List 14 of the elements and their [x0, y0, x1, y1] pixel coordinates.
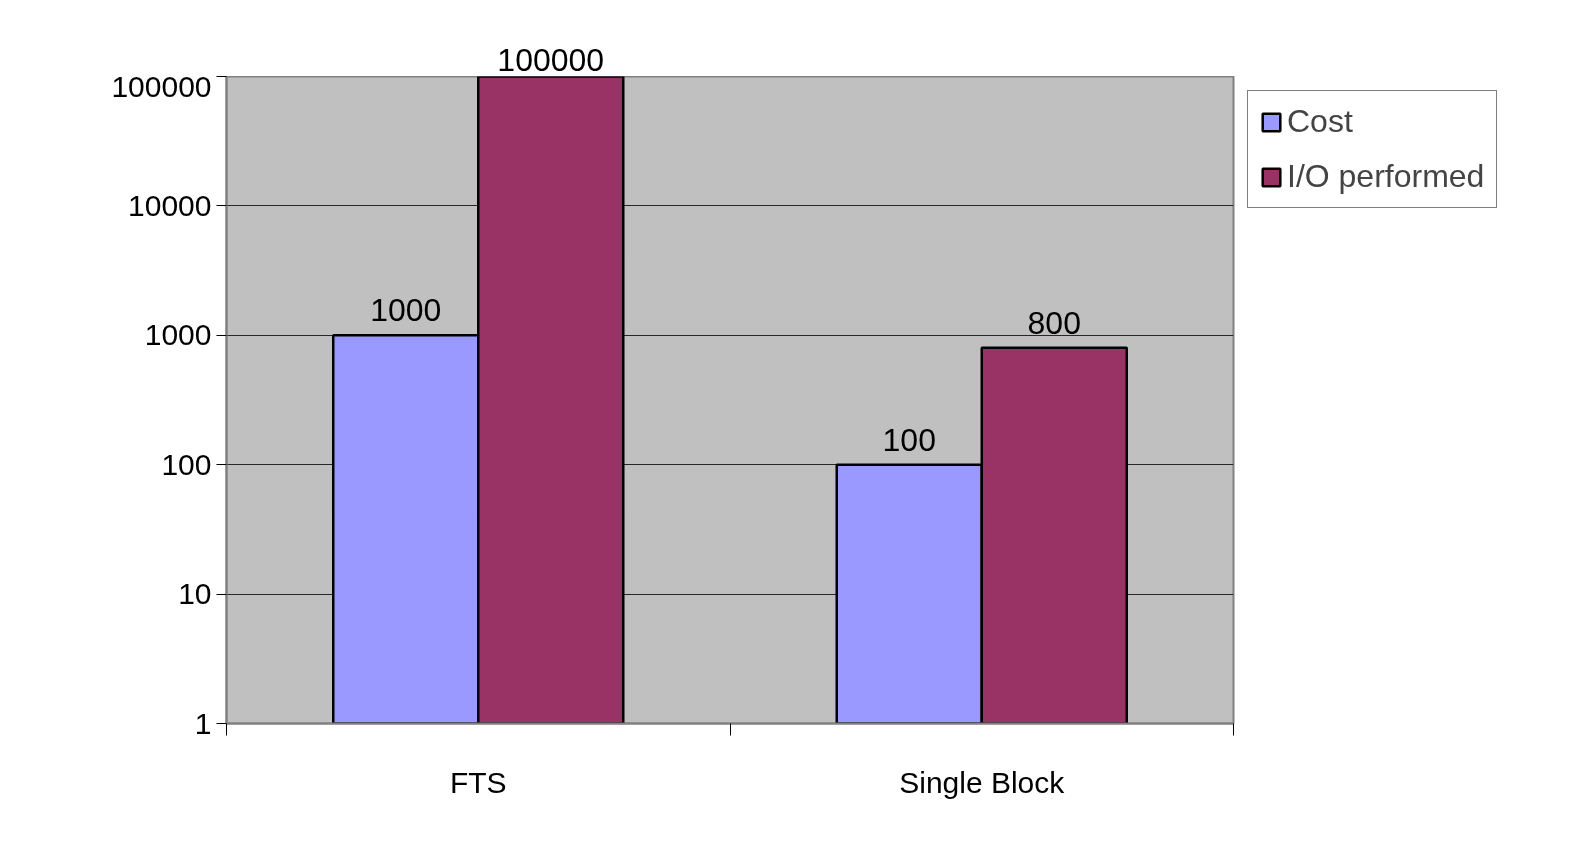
data-label: 1000 — [370, 292, 442, 329]
legend-label: I/O performed — [1287, 158, 1485, 195]
x-tick-label: FTS — [449, 765, 507, 799]
data-label: 100000 — [497, 41, 605, 78]
y-tick-label: 100 — [161, 447, 212, 481]
y-tick-label: 10 — [178, 577, 212, 611]
y-tick-label: 1000 — [144, 318, 212, 352]
y-tick-label: 1 — [194, 706, 212, 740]
legend-label: Cost — [1287, 103, 1353, 140]
data-label: 100 — [882, 421, 936, 458]
x-tick-label: Single Block — [899, 765, 1066, 799]
data-label: 800 — [1027, 304, 1081, 341]
y-tick-label: 10000 — [128, 188, 212, 222]
y-tick-label: 100000 — [111, 69, 212, 103]
